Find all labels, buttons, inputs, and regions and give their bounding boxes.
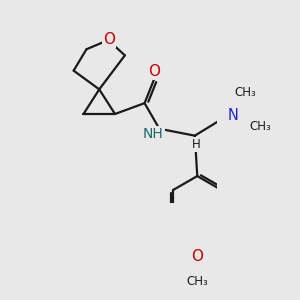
Text: N: N: [227, 109, 238, 124]
Text: O: O: [103, 32, 115, 46]
Text: NH: NH: [143, 127, 164, 141]
Text: CH₃: CH₃: [186, 275, 208, 288]
Text: O: O: [148, 64, 160, 79]
Text: O: O: [191, 249, 203, 264]
Text: H: H: [191, 138, 200, 151]
Text: CH₃: CH₃: [249, 120, 271, 133]
Text: CH₃: CH₃: [234, 86, 256, 99]
